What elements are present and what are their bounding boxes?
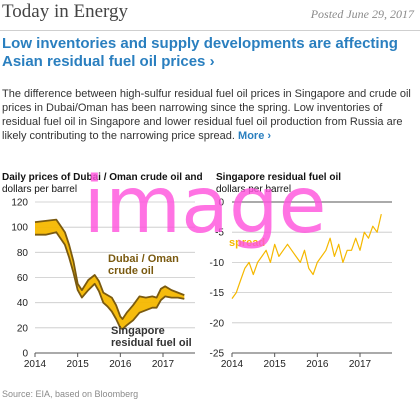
left-price-band xyxy=(35,219,185,330)
right-x-tick-label: 2014 xyxy=(221,359,244,370)
left-chart-title: Daily prices of Dubai / Oman crude oil a… xyxy=(2,172,203,183)
singapore-series-label: residual fuel oil xyxy=(111,337,192,349)
more-arrow-icon[interactable]: › xyxy=(267,130,272,142)
left-y-tick-label: 20 xyxy=(17,323,29,334)
left-series-1 xyxy=(35,231,185,331)
left-x-tick-label: 2017 xyxy=(152,359,175,370)
right-x-tick-label: 2016 xyxy=(306,359,329,370)
right-y-tick-label: -15 xyxy=(210,288,225,299)
left-y-tick-label: 100 xyxy=(11,223,28,234)
left-x-tick-label: 2016 xyxy=(109,359,132,370)
left-y-tick-label: 40 xyxy=(17,298,29,309)
left-y-tick-label: 120 xyxy=(11,198,28,209)
right-y-tick-label: -5 xyxy=(215,228,224,239)
right-chart-unit: dollars per barrel xyxy=(216,184,292,195)
dubai-series-label: Dubai / Oman xyxy=(108,253,179,265)
left-y-tick-label: 80 xyxy=(17,248,29,259)
article-summary: The difference between high-sulfur resid… xyxy=(2,87,416,143)
masthead: Today in Energy Posted June 29, 2017 xyxy=(0,0,420,31)
right-y-tick-label: -20 xyxy=(210,318,225,329)
right-x-tick-label: 2015 xyxy=(264,359,287,370)
left-series-0 xyxy=(34,218,185,320)
left-y-tick-label: 60 xyxy=(17,273,29,284)
right-y-tick-label: 0 xyxy=(218,198,224,209)
singapore-series-label: Singapore xyxy=(111,325,165,337)
more-label[interactable]: More xyxy=(238,130,265,142)
brand-title[interactable]: Today in Energy xyxy=(2,1,129,22)
headline-text[interactable]: Low inventories and supply developments … xyxy=(2,35,398,70)
source-note: Source: EIA, based on Bloomberg xyxy=(2,389,139,399)
more-link[interactable]: More › xyxy=(238,130,271,142)
dubai-series-label: crude oil xyxy=(108,265,154,277)
spread-series-label: spread xyxy=(229,237,265,249)
image-watermark: image xyxy=(84,161,327,251)
article-headline[interactable]: Low inventories and supply developments … xyxy=(2,35,414,71)
right-x-tick-label: 2017 xyxy=(349,359,372,370)
headline-arrow-icon[interactable]: › xyxy=(209,53,215,70)
right-chart-title: Singapore residual fuel oil xyxy=(216,172,342,183)
left-x-tick-label: 2014 xyxy=(24,359,47,370)
right-series-0 xyxy=(231,213,382,299)
left-x-tick-label: 2015 xyxy=(67,359,90,370)
summary-text: The difference between high-sulfur resid… xyxy=(2,88,411,142)
right-y-tick-label: -25 xyxy=(210,349,225,360)
right-y-tick-label: -10 xyxy=(210,258,225,269)
posted-date: Posted June 29, 2017 xyxy=(310,7,414,21)
left-chart-unit: dollars per barrel xyxy=(2,184,78,195)
left-y-tick-label: 0 xyxy=(22,349,28,360)
